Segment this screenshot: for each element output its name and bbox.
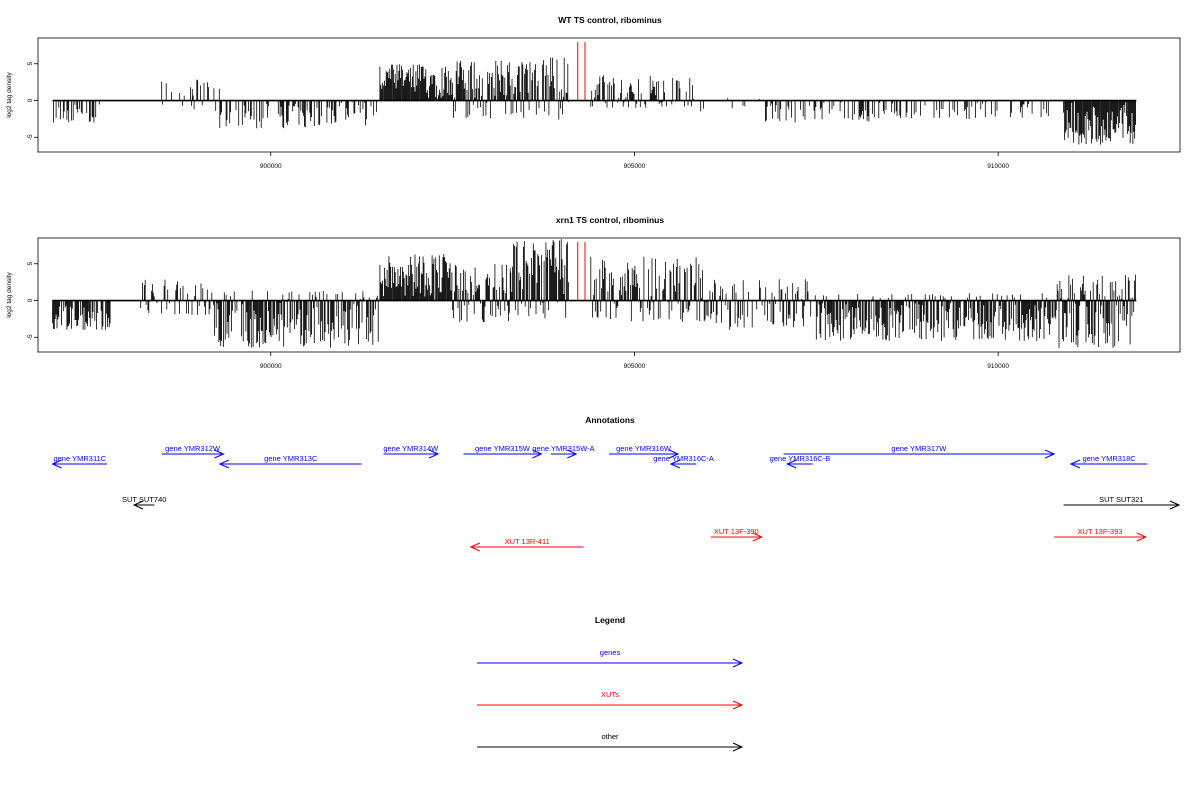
wt-y-tick-label: 0 [27, 98, 34, 102]
wt-red-markers [577, 42, 586, 100]
feature-gene-ymr317w: gene YMR317W [783, 444, 1056, 459]
xrn1-x-tick-label: 905000 [624, 363, 646, 370]
legend-title: Legend [595, 615, 625, 625]
wt-density-panel: WT TS control, ribominus log2 tag densit… [6, 15, 1181, 170]
xrn1-panel-title: xrn1 TS control, ribominus [556, 215, 664, 225]
feature-label: gene YMR314W [383, 444, 439, 453]
feature-label: XUT 13R-411 [505, 537, 550, 546]
xrn1-density-panel: xrn1 TS control, ribominus log2 tag dens… [6, 215, 1181, 370]
wt-x-tick-label: 905000 [624, 163, 646, 170]
legend-item-XUTs: XUTs [477, 690, 744, 710]
xrn1-plot-frame [37, 237, 1181, 353]
wt-x-tick-label: 900000 [260, 163, 282, 170]
xrn1-y-axis-label: log2 tag density [6, 271, 13, 317]
feature-label: gene YMR316W [616, 444, 672, 453]
feature-label: gene YMR315W-A [532, 444, 594, 453]
xrn1-y-tick-label: 0 [27, 298, 34, 302]
feature-label: gene YMR312W [165, 444, 221, 453]
feature-gene-ymr318c: gene YMR318C [1069, 454, 1148, 469]
feature-label: gene YMR317W [891, 444, 947, 453]
xrn1-density-bars [52, 239, 1136, 348]
xrn1-x-tick-label: 910000 [987, 363, 1009, 370]
feature-xut-13r-411: XUT 13R-411 [469, 537, 584, 552]
wt-y-axis-label: log2 tag density [6, 71, 13, 117]
feature-label: XUT 13F-390 [714, 527, 759, 536]
feature-gene-ymr312w: gene YMR312W [161, 444, 225, 459]
legend: genes XUTs other [477, 648, 744, 752]
xrn1-y-axis: -5 0 5 [27, 262, 38, 340]
feature-sut-sut321: SUT SUT321 [1063, 495, 1181, 510]
feature-label: gene YMR318C [1082, 454, 1136, 463]
wt-y-axis: -5 0 5 [27, 62, 38, 140]
legend-item-label: XUTs [601, 690, 619, 699]
xrn1-red-markers [577, 242, 586, 300]
wt-density-bars [53, 57, 1136, 145]
wt-x-axis: 900000 905000 910000 [260, 152, 1009, 170]
annotations-title: Annotations [585, 415, 635, 425]
feature-gene-ymr313c: gene YMR313C [218, 454, 362, 469]
feature-sut-sut740: SUT SUT740 [122, 495, 166, 510]
wt-panel-title: WT TS control, ribominus [558, 15, 662, 25]
xrn1-x-tick-label: 900000 [260, 363, 282, 370]
legend-item-label: genes [600, 648, 621, 657]
feature-label: gene YMR316C-B [770, 454, 831, 463]
feature-xut-13f-390: XUT 13F-390 [710, 527, 763, 542]
wt-y-tick-label: -5 [27, 134, 34, 140]
legend-item-other: other [477, 732, 744, 752]
xrn1-x-axis: 900000 905000 910000 [260, 352, 1009, 370]
feature-label: SUT SUT321 [1099, 495, 1143, 504]
feature-gene-ymr314w: gene YMR314W [383, 444, 440, 459]
wt-y-tick-label: 5 [27, 62, 34, 66]
feature-label: gene YMR315W [475, 444, 531, 453]
feature-xut-13f-393: XUT 13F-393 [1054, 527, 1148, 542]
legend-item-genes: genes [477, 648, 744, 668]
feature-label: gene YMR316C-A [653, 454, 714, 463]
feature-label: SUT SUT740 [122, 495, 166, 504]
wt-x-tick-label: 910000 [987, 163, 1009, 170]
legend-item-label: other [601, 732, 619, 741]
feature-gene-ymr315w-a: gene YMR315W-A [532, 444, 595, 459]
annotation-track: gene YMR311C gene YMR312W gene YMR313C gene… [51, 444, 1181, 552]
feature-gene-ymr316c-a: gene YMR316C-A [653, 454, 714, 469]
xrn1-y-tick-label: -5 [27, 334, 34, 340]
feature-gene-ymr316c-b: gene YMR316C-B [770, 454, 831, 469]
wt-plot-frame [37, 37, 1181, 153]
xrn1-density-signal [52, 239, 1136, 348]
feature-label: gene YMR313C [264, 454, 318, 463]
feature-gene-ymr315w: gene YMR315W [463, 444, 543, 459]
wt-density-signal [53, 57, 1136, 145]
feature-gene-ymr316w: gene YMR316W [609, 444, 680, 459]
feature-gene-ymr311c: gene YMR311C [51, 454, 108, 469]
feature-label: gene YMR311C [53, 454, 106, 463]
xrn1-y-tick-label: 5 [27, 262, 34, 266]
feature-label: XUT 13F-393 [1078, 527, 1123, 536]
